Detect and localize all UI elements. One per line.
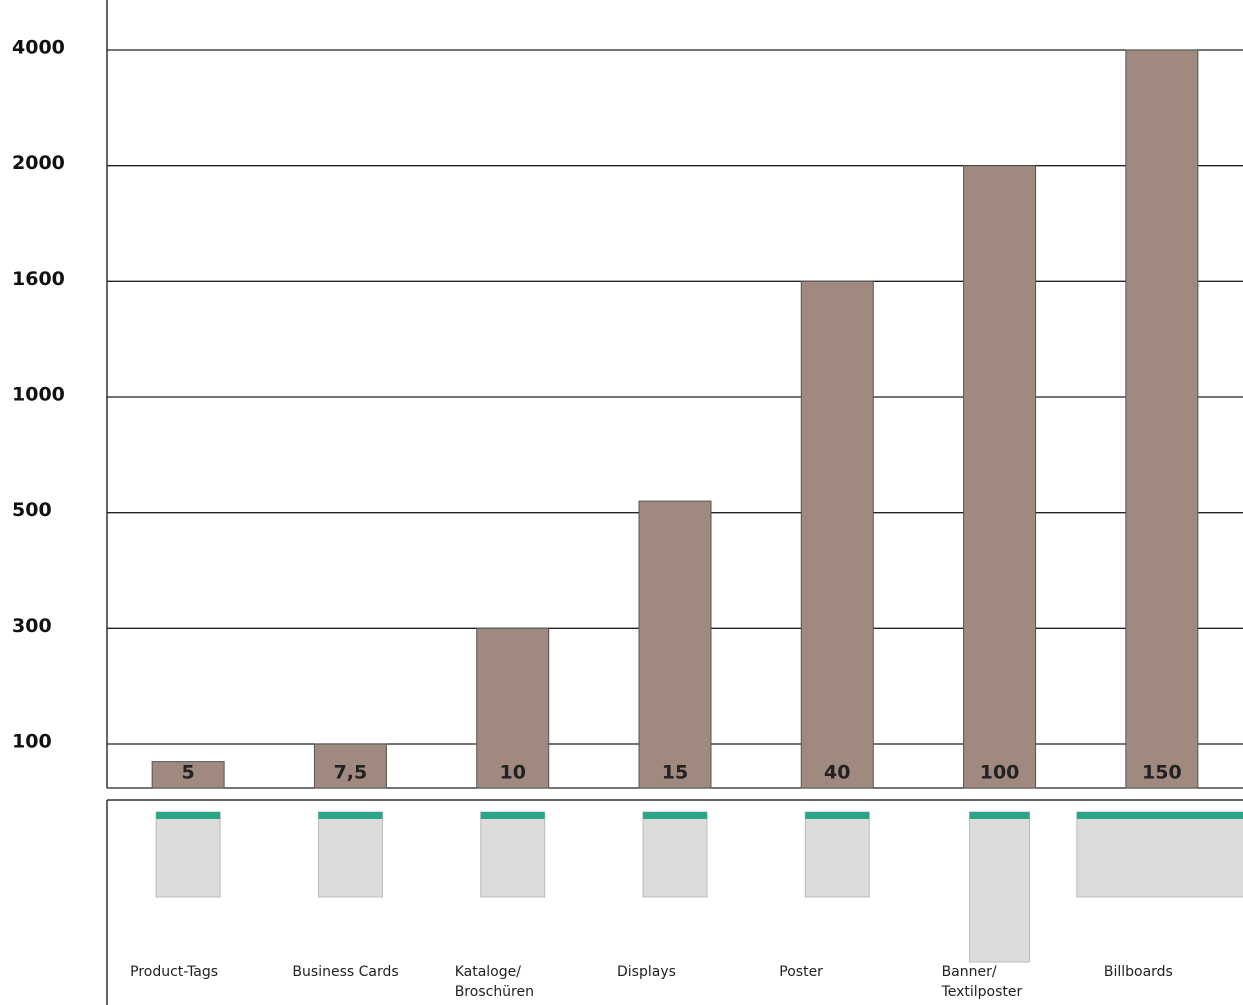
product-image xyxy=(155,811,221,898)
y-tick-label: 500 xyxy=(12,499,52,521)
bar-text: 40 xyxy=(824,762,850,784)
bar-text: 10 xyxy=(499,762,525,784)
bar xyxy=(1125,49,1199,789)
y-tick-label: 1600 xyxy=(12,268,65,290)
bar xyxy=(476,627,550,789)
x-tick-label: Displays xyxy=(617,964,676,980)
product-image-header xyxy=(805,812,870,819)
y-tick-label: 100 xyxy=(12,731,52,753)
product-image xyxy=(317,811,383,898)
product-image xyxy=(480,811,546,898)
bar-text: 5 xyxy=(182,762,195,784)
x-tick-label: Kataloge/ Broschüren xyxy=(454,964,534,1000)
x-tick-label: Billboards xyxy=(1103,964,1173,980)
bar xyxy=(800,280,874,789)
product-image-header xyxy=(480,812,545,819)
bar-text: 15 xyxy=(662,762,688,784)
bar xyxy=(151,761,225,789)
x-tick-label: Business Cards xyxy=(292,964,399,980)
product-image-header xyxy=(643,812,707,819)
bar xyxy=(963,165,1037,789)
x-tick-label: Banner/ Textilposter xyxy=(941,964,1023,1000)
x-tick-label: Product-Tags xyxy=(130,964,219,980)
y-tick-label: 1000 xyxy=(12,384,65,406)
bar xyxy=(313,743,387,789)
y-tick-label: 2000 xyxy=(12,152,65,174)
product-image xyxy=(969,811,1031,963)
product-image xyxy=(642,811,708,898)
bar xyxy=(638,500,712,789)
bar-text: 100 xyxy=(980,762,1020,784)
y-tick-label: 4000 xyxy=(12,37,65,59)
product-image-header xyxy=(318,812,383,819)
product-image-header xyxy=(1076,812,1243,819)
bar-text: 150 xyxy=(1142,762,1182,784)
y-tick-label: 300 xyxy=(12,615,52,637)
product-image xyxy=(1076,811,1243,898)
product-image-header xyxy=(156,812,221,819)
product-image-header xyxy=(969,812,1030,819)
bar-text: 7,5 xyxy=(334,762,368,784)
product-image xyxy=(804,811,870,898)
x-tick-label: Poster xyxy=(779,964,823,980)
